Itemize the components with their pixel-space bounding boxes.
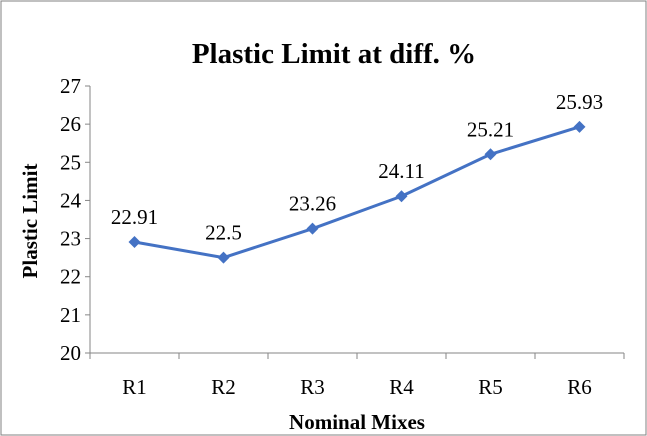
y-tick-label: 26	[60, 112, 81, 136]
series-line	[134, 125, 580, 260]
data-point	[484, 148, 497, 161]
data-label: 25.93	[556, 90, 603, 114]
y-tick-label: 25	[60, 150, 81, 174]
y-tick-label: 23	[60, 227, 81, 251]
data-label: 22.91	[111, 205, 158, 229]
data-label: 25.21	[467, 117, 514, 141]
data-point	[395, 190, 408, 203]
x-tick-label: R2	[211, 375, 236, 399]
data-label: 24.11	[378, 159, 424, 183]
series-layer	[128, 120, 586, 264]
y-tick-label: 22	[60, 265, 81, 289]
y-tick-label: 20	[60, 341, 81, 365]
axes: 20 21 22 23 24 25 26 27 R1 R2 R3 R4 R5 R6	[60, 74, 625, 399]
y-tick-label: 27	[60, 74, 81, 98]
data-label: 23.26	[289, 192, 336, 216]
y-tick-label: 24	[60, 188, 82, 212]
data-labels: 22.91 22.5 23.26 24.11 25.21 25.93	[111, 90, 603, 245]
data-point	[128, 236, 141, 249]
y-axis-title: Plastic Limit	[18, 164, 42, 279]
data-point	[306, 222, 319, 235]
data-label: 22.5	[205, 221, 242, 245]
x-tick-label: R3	[300, 375, 325, 399]
y-tick-label: 21	[60, 303, 81, 327]
x-tick-label: R5	[478, 375, 503, 399]
x-tick-label: R6	[567, 375, 592, 399]
data-point	[573, 120, 586, 133]
x-tick-label: R4	[389, 375, 414, 399]
x-axis-title: Nominal Mixes	[289, 410, 425, 434]
chart-title: Plastic Limit at diff. %	[192, 38, 476, 70]
data-point	[217, 251, 230, 264]
x-tick-label: R1	[122, 375, 147, 399]
